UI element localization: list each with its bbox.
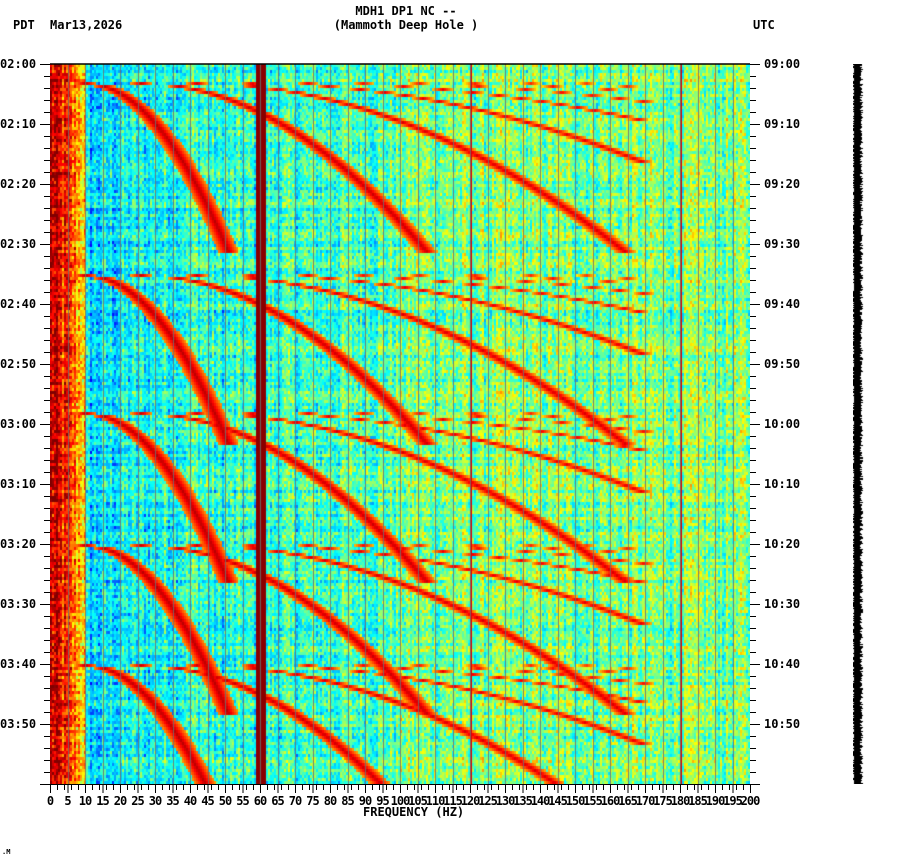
x-tick-label: 5 xyxy=(64,794,71,808)
seismogram-trace-strip xyxy=(853,64,864,784)
y-tick-label-left: 03:30 xyxy=(0,597,37,611)
x-tick-label: 105 xyxy=(408,794,428,808)
x-tick-label: 150 xyxy=(565,794,586,808)
y-tick-label-right: 10:20 xyxy=(764,537,801,551)
x-tick-label: 190 xyxy=(705,794,726,808)
x-tick-label: 160 xyxy=(600,794,621,808)
x-tick-label: 165 xyxy=(618,794,638,808)
x-tick-label: 20 xyxy=(113,794,127,808)
x-tick-label: 95 xyxy=(376,794,389,808)
y-tick-label-left: 02:10 xyxy=(0,117,37,131)
y-tick-label-left: 03:00 xyxy=(0,417,37,431)
x-tick-label: 60 xyxy=(253,794,267,808)
spectrogram-plot xyxy=(50,64,750,784)
x-tick-label: 40 xyxy=(183,794,197,808)
chart-title-station: MDH1 DP1 NC -- xyxy=(355,4,457,18)
y-tick-label-right: 09:20 xyxy=(764,177,801,191)
y-tick-label-left: 03:20 xyxy=(0,537,37,551)
footnote-mark: .M xyxy=(2,848,11,856)
x-tick-label: 115 xyxy=(443,794,463,808)
x-tick-label: 180 xyxy=(670,794,691,808)
y-tick-label-right: 09:10 xyxy=(764,117,801,131)
chart-title-site: (Mammoth Deep Hole ) xyxy=(333,18,479,32)
x-tick-label: 65 xyxy=(271,794,284,808)
x-tick-label: 155 xyxy=(583,794,603,808)
x-tick-label: 130 xyxy=(495,794,516,808)
y-tick-label-right: 10:10 xyxy=(764,477,801,491)
x-tick-label: 100 xyxy=(390,794,411,808)
right-timezone-label: UTC xyxy=(753,18,775,32)
y-tick-label-left: 03:10 xyxy=(0,477,37,491)
x-tick-label: 50 xyxy=(218,794,232,808)
y-tick-label-left: 02:00 xyxy=(0,57,37,71)
date-label: Mar13,2026 xyxy=(50,18,123,32)
y-tick-label-left: 02:30 xyxy=(0,237,37,251)
y-tick-label-right: 10:30 xyxy=(764,597,801,611)
x-tick-label: 145 xyxy=(548,794,568,808)
x-tick-label: 0 xyxy=(46,794,54,808)
x-tick-label: 25 xyxy=(131,794,144,808)
y-tick-label-right: 09:30 xyxy=(764,237,801,251)
x-tick-label: 35 xyxy=(166,794,179,808)
y-tick-label-right: 09:50 xyxy=(764,357,801,371)
x-tick-label: 175 xyxy=(653,794,673,808)
y-tick-label-left: 02:40 xyxy=(0,297,37,311)
x-tick-label: 195 xyxy=(723,794,743,808)
x-tick-label: 85 xyxy=(341,794,354,808)
x-tick-label: 140 xyxy=(530,794,551,808)
x-tick-label: 55 xyxy=(236,794,249,808)
x-tick-label: 10 xyxy=(78,794,92,808)
y-tick-label-right: 10:50 xyxy=(764,717,801,731)
y-tick-label-left: 03:40 xyxy=(0,657,37,671)
y-tick-label-right: 10:40 xyxy=(764,657,801,671)
y-tick-label-left: 02:50 xyxy=(0,357,37,371)
y-tick-label-right: 10:00 xyxy=(764,417,801,431)
x-tick-label: 15 xyxy=(96,794,109,808)
x-tick-label: 110 xyxy=(425,794,446,808)
left-timezone-label: PDT xyxy=(13,18,35,32)
x-tick-label: 125 xyxy=(478,794,498,808)
y-tick-label-right: 09:40 xyxy=(764,297,801,311)
x-tick-label: 80 xyxy=(323,794,337,808)
x-tick-label: 185 xyxy=(688,794,708,808)
y-tick-label-left: 03:50 xyxy=(0,717,37,731)
x-tick-label: 75 xyxy=(306,794,319,808)
x-tick-label: 135 xyxy=(513,794,533,808)
x-tick-label: 200 xyxy=(740,794,761,808)
y-tick-label-left: 02:20 xyxy=(0,177,37,191)
x-tick-label: 45 xyxy=(201,794,214,808)
spectrogram-canvas xyxy=(50,64,750,784)
x-tick-label: 70 xyxy=(288,794,302,808)
x-tick-label: 90 xyxy=(358,794,372,808)
x-tick-label: 170 xyxy=(635,794,656,808)
x-axis-title: FREQUENCY (HZ) xyxy=(363,805,465,819)
x-tick-label: 30 xyxy=(148,794,162,808)
x-tick-label: 120 xyxy=(460,794,481,808)
y-tick-label-right: 09:00 xyxy=(764,57,801,71)
